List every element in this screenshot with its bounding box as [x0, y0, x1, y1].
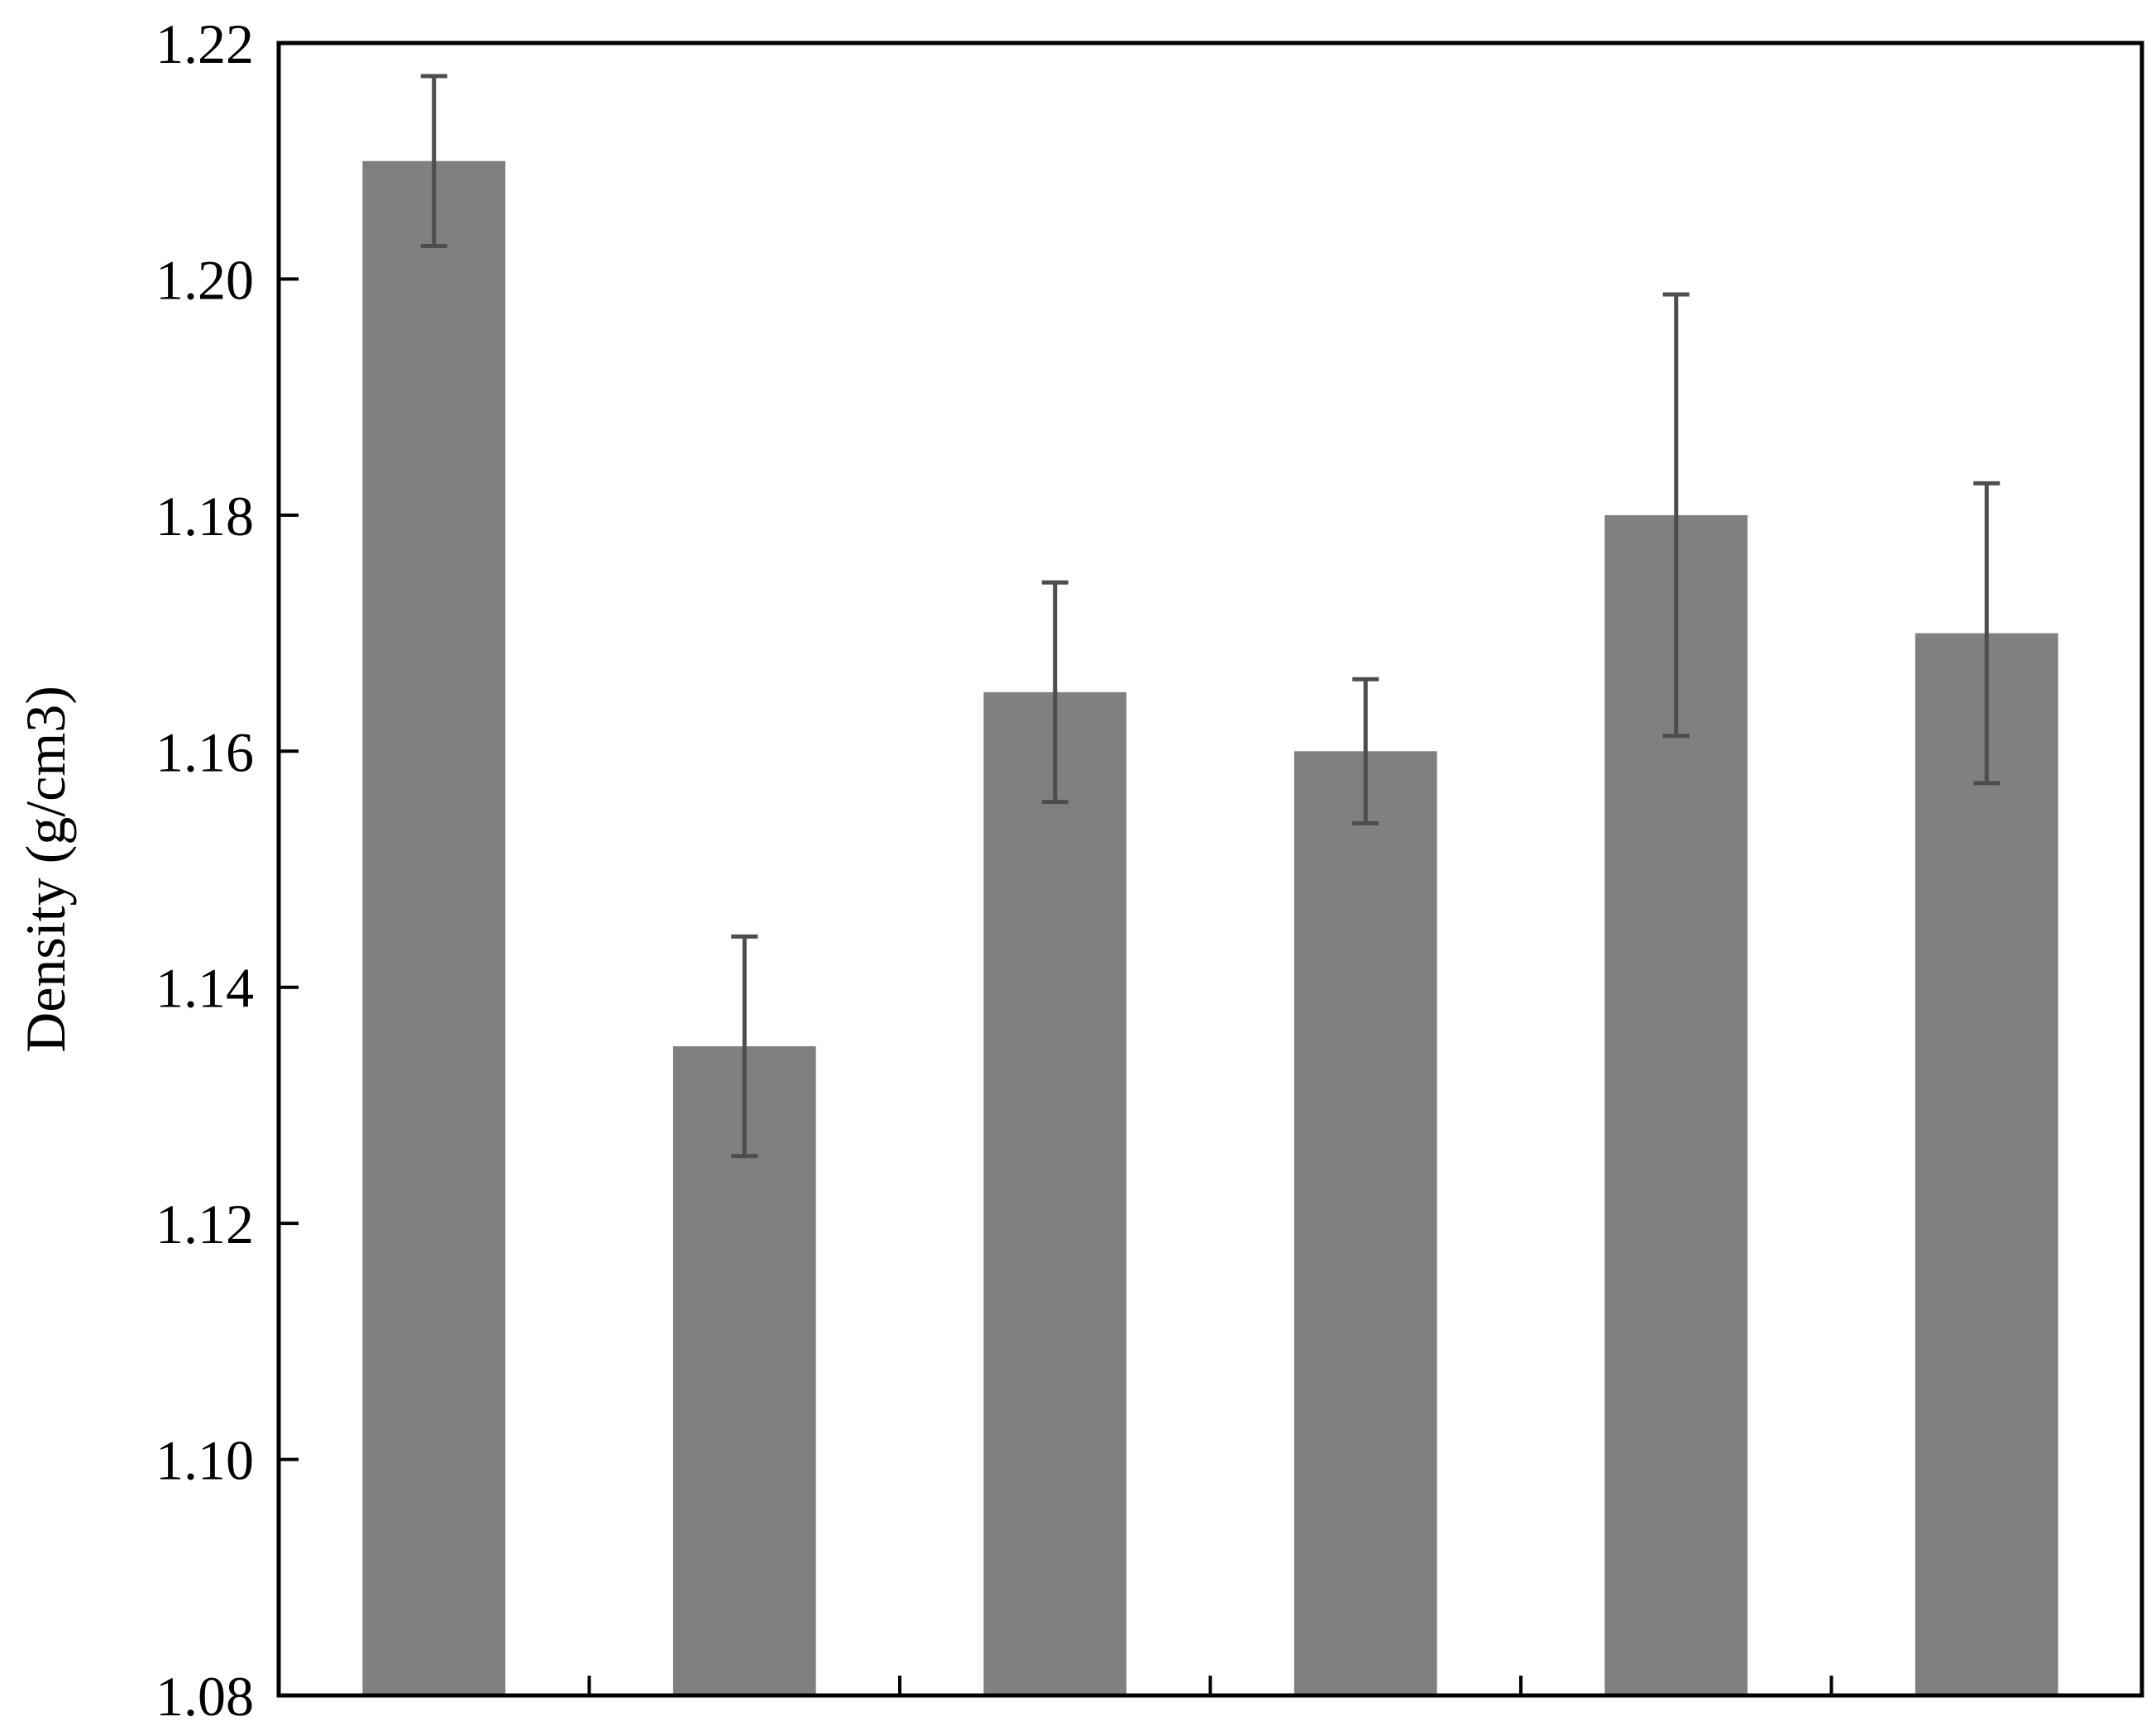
y-tick-label: 1.14	[155, 957, 254, 1020]
bar	[983, 691, 1127, 1695]
error-bar	[1973, 481, 2001, 786]
error-bar	[420, 74, 447, 248]
plot-frame	[276, 41, 2144, 1698]
y-axis-ticks: 1.08 1.10 1.12 1.14 1.16 1.18 1.20 1.22	[155, 12, 299, 1728]
x-axis-ticks	[587, 1676, 1833, 1695]
bars-layer	[362, 160, 2058, 1696]
bar	[1293, 751, 1437, 1696]
bar	[1915, 633, 2058, 1695]
y-tick-label: 1.22	[155, 12, 254, 75]
y-tick-label: 1.12	[155, 1193, 254, 1255]
error-bars-layer	[420, 74, 2001, 1159]
error-bar	[731, 934, 758, 1159]
y-tick-label: 1.16	[155, 720, 254, 783]
bar	[362, 160, 506, 1696]
error-bar	[1662, 292, 1690, 739]
y-tick-label: 1.08	[155, 1665, 254, 1728]
y-tick-label: 1.18	[155, 485, 254, 548]
error-bar	[1352, 677, 1379, 825]
y-tick-label: 1.10	[155, 1429, 254, 1492]
y-axis-title: Density (g/cm3)	[14, 686, 77, 1053]
y-tick-label: 1.20	[155, 248, 254, 311]
error-bar	[1041, 580, 1068, 805]
